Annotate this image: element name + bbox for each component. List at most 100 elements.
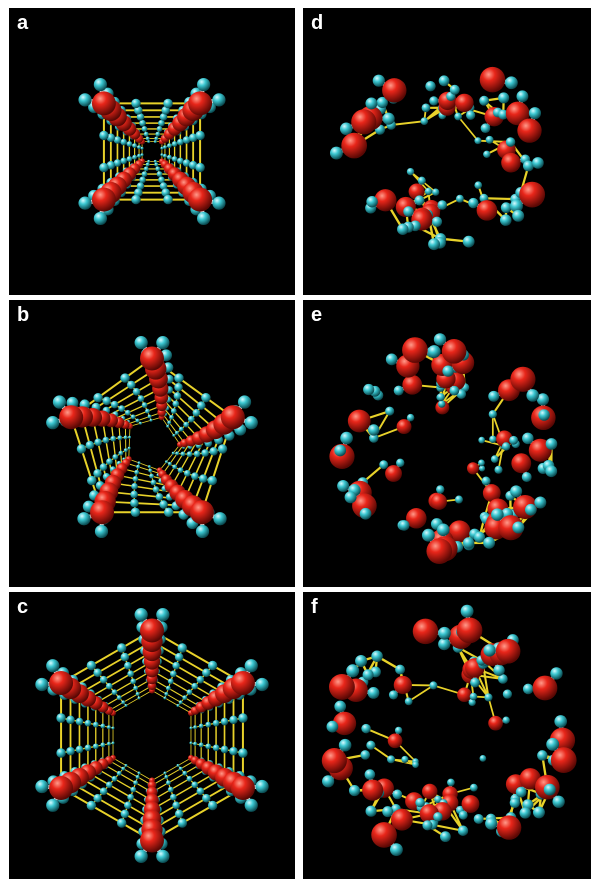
hydrogen-atom	[120, 809, 130, 819]
hydrogen-atom	[163, 507, 174, 517]
hydrogen-atom	[371, 650, 383, 662]
hydrogen-atom	[76, 444, 87, 454]
hydrogen-atom	[178, 700, 183, 705]
hydrogen-atom	[191, 472, 199, 481]
hydrogen-atom	[379, 460, 389, 470]
hydrogen-atom	[365, 805, 377, 817]
hydrogen-atom	[500, 202, 512, 214]
hydrogen-atom	[182, 770, 188, 776]
hydrogen-atom	[132, 388, 141, 396]
hydrogen-atom	[99, 675, 108, 684]
hydrogen-atom	[364, 769, 376, 780]
molecule-render-b	[46, 336, 258, 539]
oxygen-atom	[441, 339, 467, 364]
hydrogen-atom	[483, 150, 491, 158]
oxygen-atom	[49, 776, 74, 800]
hydrogen-atom	[207, 475, 217, 486]
hydrogen-atom	[193, 450, 201, 458]
oxygen-atom	[49, 671, 74, 695]
hydrogen-atom	[172, 661, 180, 670]
hydrogen-atom	[169, 414, 174, 420]
hydrogen-atom	[163, 98, 173, 109]
hydrogen-atom	[143, 166, 149, 172]
hydrogen-atom	[77, 512, 91, 526]
hydrogen-atom	[220, 745, 229, 754]
hydrogen-atom	[195, 130, 205, 141]
hydrogen-atom	[147, 465, 151, 469]
hydrogen-atom	[175, 451, 180, 456]
hydrogen-atom	[86, 800, 97, 811]
hydrogen-atom	[149, 418, 153, 422]
hydrogen-atom	[111, 775, 118, 782]
hydrogen-atom	[512, 521, 525, 534]
hydrogen-atom	[124, 764, 128, 767]
hydrogen-bond	[124, 424, 127, 464]
hydrogen-atom	[422, 820, 433, 831]
hydrogen-atom	[368, 424, 380, 436]
hydrogen-atom	[192, 409, 201, 417]
hydrogen-atom	[334, 700, 347, 713]
hydrogen-atom	[94, 438, 102, 447]
hydrogen-atom	[158, 119, 165, 127]
hydrogen-atom	[93, 77, 107, 92]
hydrogen-atom	[158, 176, 165, 184]
hydrogen-bond	[151, 629, 244, 684]
oxygen-atom	[188, 91, 213, 116]
hydrogen-atom	[174, 430, 179, 435]
hydrogen-atom	[174, 652, 184, 662]
hydrogen-atom	[491, 508, 504, 521]
hydrogen-atom	[436, 485, 445, 494]
hydrogen-bond	[161, 404, 192, 442]
hydrogen-atom	[154, 136, 159, 141]
hydrogen-atom	[255, 779, 269, 794]
hydrogen-atom	[462, 537, 475, 549]
oxygen-atom	[482, 484, 501, 502]
hydrogen-atom	[147, 159, 151, 163]
hydrogen-atom	[489, 435, 497, 443]
hydrogen-atom	[85, 440, 95, 450]
hydrogen-atom	[393, 385, 404, 396]
hydrogen-atom	[167, 786, 174, 793]
hydrogen-atom	[183, 470, 191, 477]
panel-d: d	[303, 8, 591, 295]
hydrogen-atom	[334, 444, 347, 457]
hydrogen-atom	[499, 214, 512, 226]
hydrogen-atom	[75, 745, 84, 754]
hydrogen-atom	[403, 206, 414, 217]
hydrogen-bond	[161, 411, 186, 444]
hydrogen-atom	[121, 766, 126, 771]
hydrogen-atom	[177, 138, 184, 146]
hydrogen-bond	[60, 629, 153, 684]
hydrogen-atom	[161, 106, 170, 115]
hydrogen-atom	[154, 162, 159, 167]
hydrogen-atom	[92, 743, 99, 750]
hydrogen-atom	[546, 737, 560, 751]
hydrogen-atom	[196, 787, 205, 796]
hydrogen-bond	[162, 442, 186, 475]
hydrogen-atom	[483, 536, 496, 549]
hydrogen-bond	[116, 474, 173, 487]
hydrogen-atom	[326, 720, 339, 733]
hydrogen-atom	[255, 677, 269, 692]
hydrogen-atom	[174, 383, 183, 392]
hydrogen-atom	[163, 194, 173, 205]
hydrogen-atom	[172, 801, 180, 810]
hydrogen-bond	[129, 416, 163, 427]
hydrogen-atom	[116, 770, 122, 776]
hydrogen-atom	[123, 448, 128, 453]
hydrogen-atom	[237, 395, 252, 409]
hydrogen-atom	[75, 717, 84, 726]
hydrogen-atom	[170, 670, 177, 678]
hydrogen-atom	[191, 682, 199, 690]
hydrogen-atom	[167, 420, 172, 425]
hydrogen-atom	[536, 393, 550, 406]
hydrogen-atom	[130, 786, 137, 793]
oxygen-atom	[332, 711, 357, 736]
panel-label-d: d	[311, 12, 324, 34]
hydrogen-atom	[52, 395, 67, 409]
hydrogen-atom	[244, 416, 258, 430]
hydrogen-atom	[385, 406, 395, 416]
hydrogen-atom	[136, 113, 145, 121]
hydrogen-atom	[182, 136, 191, 144]
hydrogen-atom	[46, 416, 60, 430]
